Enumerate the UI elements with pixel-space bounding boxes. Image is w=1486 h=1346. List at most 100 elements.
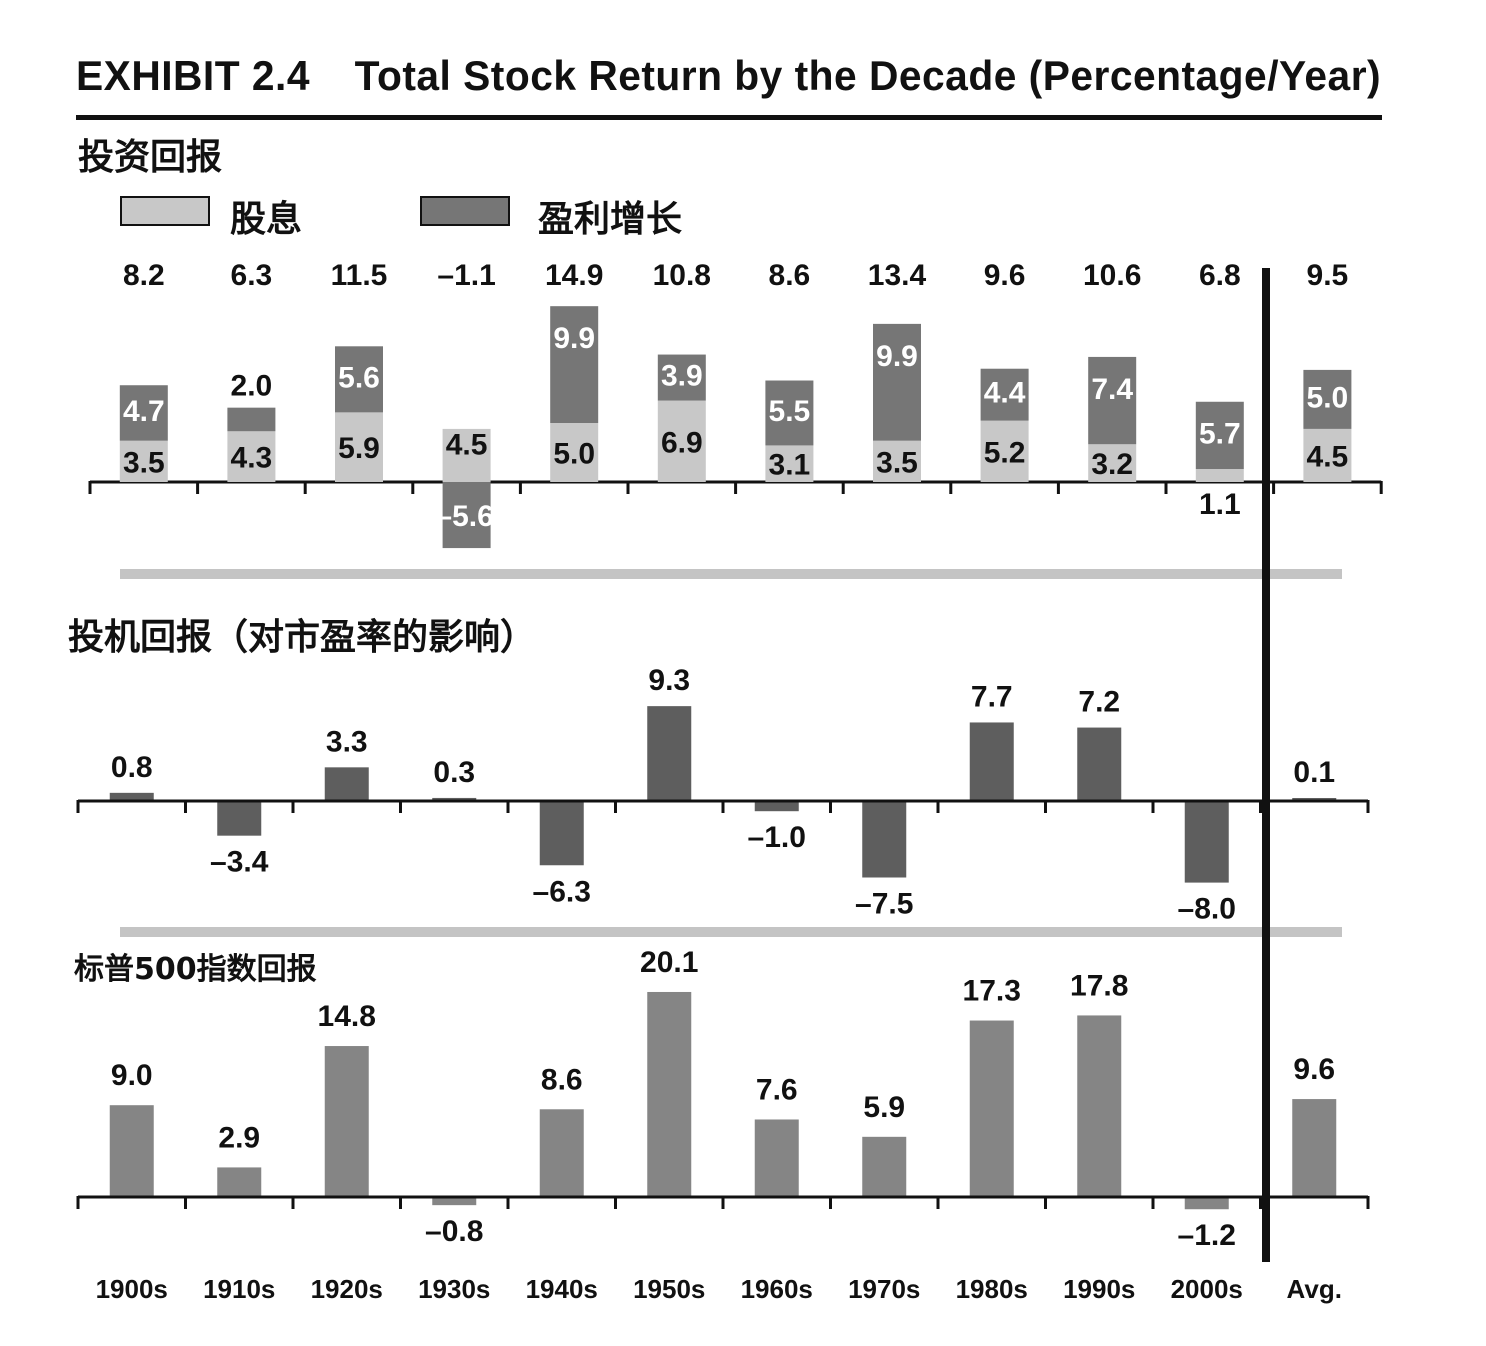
total-return-label: 13.4 <box>868 259 927 292</box>
speculative-label: –6.3 <box>533 875 591 908</box>
sp500-bar <box>862 1136 907 1197</box>
dividend-bar <box>980 420 1029 482</box>
speculative-label: –8.0 <box>1178 893 1236 926</box>
speculative-label: 7.7 <box>971 680 1013 713</box>
growth-label: 9.9 <box>876 340 918 373</box>
speculative-label: 9.3 <box>648 664 690 697</box>
speculative-bar <box>1077 727 1122 801</box>
investment-return-label: 投资回报 <box>78 137 223 178</box>
speculative-label: 3.3 <box>326 725 368 758</box>
growth-label: 5.7 <box>1199 417 1241 450</box>
dividend-bar <box>1195 469 1244 482</box>
total-return-label: 10.8 <box>653 259 711 292</box>
dividend-bar <box>335 412 383 482</box>
category-label: 1980s <box>956 1274 1028 1304</box>
exhibit-title-text: Total Stock Return by the Decade (Percen… <box>354 52 1382 99</box>
speculative-bar <box>647 706 692 801</box>
category-label: 1990s <box>1063 1274 1135 1304</box>
dividend-label: 4.3 <box>231 442 273 475</box>
sp500-bar <box>539 1109 584 1197</box>
total-return-label: 6.3 <box>231 259 273 292</box>
category-label: 1950s <box>633 1274 705 1304</box>
category-label: 1970s <box>848 1274 920 1304</box>
growth-bar <box>442 482 491 549</box>
speculative-label: 0.1 <box>1293 756 1335 789</box>
sp500-bar <box>969 1020 1014 1197</box>
total-return-label: 11.5 <box>331 259 388 292</box>
dividend-bar <box>119 440 168 482</box>
speculative-bar <box>754 801 799 812</box>
sp500-bar <box>754 1119 799 1197</box>
dividend-label: 4.5 <box>446 428 488 461</box>
dividend-bar <box>657 400 706 482</box>
total-return-label: 10.6 <box>1083 259 1141 292</box>
growth-bar <box>980 368 1029 421</box>
dividend-label: 3.5 <box>876 446 918 479</box>
sp500-label: –0.8 <box>425 1215 483 1248</box>
dividend-label: 3.5 <box>123 446 165 479</box>
sp500-label: 2.9 <box>218 1121 260 1154</box>
growth-bar <box>1088 356 1137 445</box>
dividend-bar <box>442 428 491 482</box>
dividend-label: 1.1 <box>1199 488 1241 521</box>
sp500-bar <box>1292 1099 1337 1197</box>
growth-label: 5.0 <box>1307 381 1349 414</box>
growth-bar <box>335 346 383 413</box>
category-label: 1910s <box>203 1274 275 1304</box>
category-label: 1960s <box>741 1274 813 1304</box>
sp500-bar <box>217 1167 262 1197</box>
sp500-label: 9.6 <box>1293 1053 1335 1086</box>
title-rule <box>76 115 1382 120</box>
sp500-bar <box>1184 1197 1229 1210</box>
sp500-label: 14.8 <box>318 1000 376 1033</box>
speculative-bar <box>539 801 584 866</box>
total-return-label: 6.8 <box>1199 259 1241 292</box>
category-label: 2000s <box>1171 1274 1243 1304</box>
sp500-label: 17.8 <box>1070 969 1128 1002</box>
chart-title: EXHIBIT 2.4 Total Stock Return by the Dec… <box>76 52 1381 100</box>
speculative-return-label: 投机回报（对市盈率的影响） <box>68 617 537 658</box>
sp500-label: 9.0 <box>111 1059 153 1092</box>
dividend-label: 6.9 <box>661 426 703 459</box>
growth-bar <box>657 354 706 401</box>
speculative-label: 0.8 <box>111 751 153 784</box>
sp500-bar <box>1077 1015 1122 1197</box>
category-label: 1940s <box>526 1274 598 1304</box>
speculative-bar <box>969 722 1014 801</box>
growth-bar <box>227 407 276 432</box>
category-label: 1920s <box>311 1274 383 1304</box>
dividend-bar <box>550 423 599 482</box>
dividend-label: 3.2 <box>1091 448 1133 481</box>
growth-bar <box>119 385 168 441</box>
speculative-label: 7.2 <box>1078 686 1120 719</box>
speculative-bar <box>109 792 154 801</box>
legend-growth-swatch <box>420 196 510 226</box>
speculative-label: –7.5 <box>855 888 913 921</box>
dividend-bar <box>1088 444 1137 482</box>
total-return-label: 14.9 <box>545 259 603 292</box>
speculative-label: 0.3 <box>433 756 475 789</box>
growth-bar <box>765 380 814 446</box>
speculative-bar <box>324 767 369 801</box>
sp500-bar <box>109 1105 154 1197</box>
sp500-label: 8.6 <box>541 1063 583 1096</box>
growth-label: 4.7 <box>123 395 165 428</box>
growth-label: 5.5 <box>769 395 811 428</box>
dividend-label: 5.2 <box>984 436 1026 469</box>
sp500-bar <box>324 1046 369 1197</box>
sp500-return-label: 标普500指数回报 <box>74 952 317 987</box>
dividend-bar <box>227 431 276 482</box>
category-label: 1900s <box>96 1274 168 1304</box>
growth-bar <box>550 306 599 423</box>
dividend-label: 3.1 <box>769 449 811 482</box>
category-label: Avg. <box>1287 1274 1342 1304</box>
dividend-bar <box>1303 428 1352 482</box>
growth-bar <box>1303 369 1352 429</box>
growth-bar <box>873 323 921 441</box>
dividend-label: 5.0 <box>553 438 595 471</box>
sp500-label: 5.9 <box>863 1091 905 1124</box>
sp500-bar <box>647 991 692 1197</box>
dividend-label: 5.9 <box>338 432 380 465</box>
dividend-label: 4.5 <box>1307 440 1349 473</box>
